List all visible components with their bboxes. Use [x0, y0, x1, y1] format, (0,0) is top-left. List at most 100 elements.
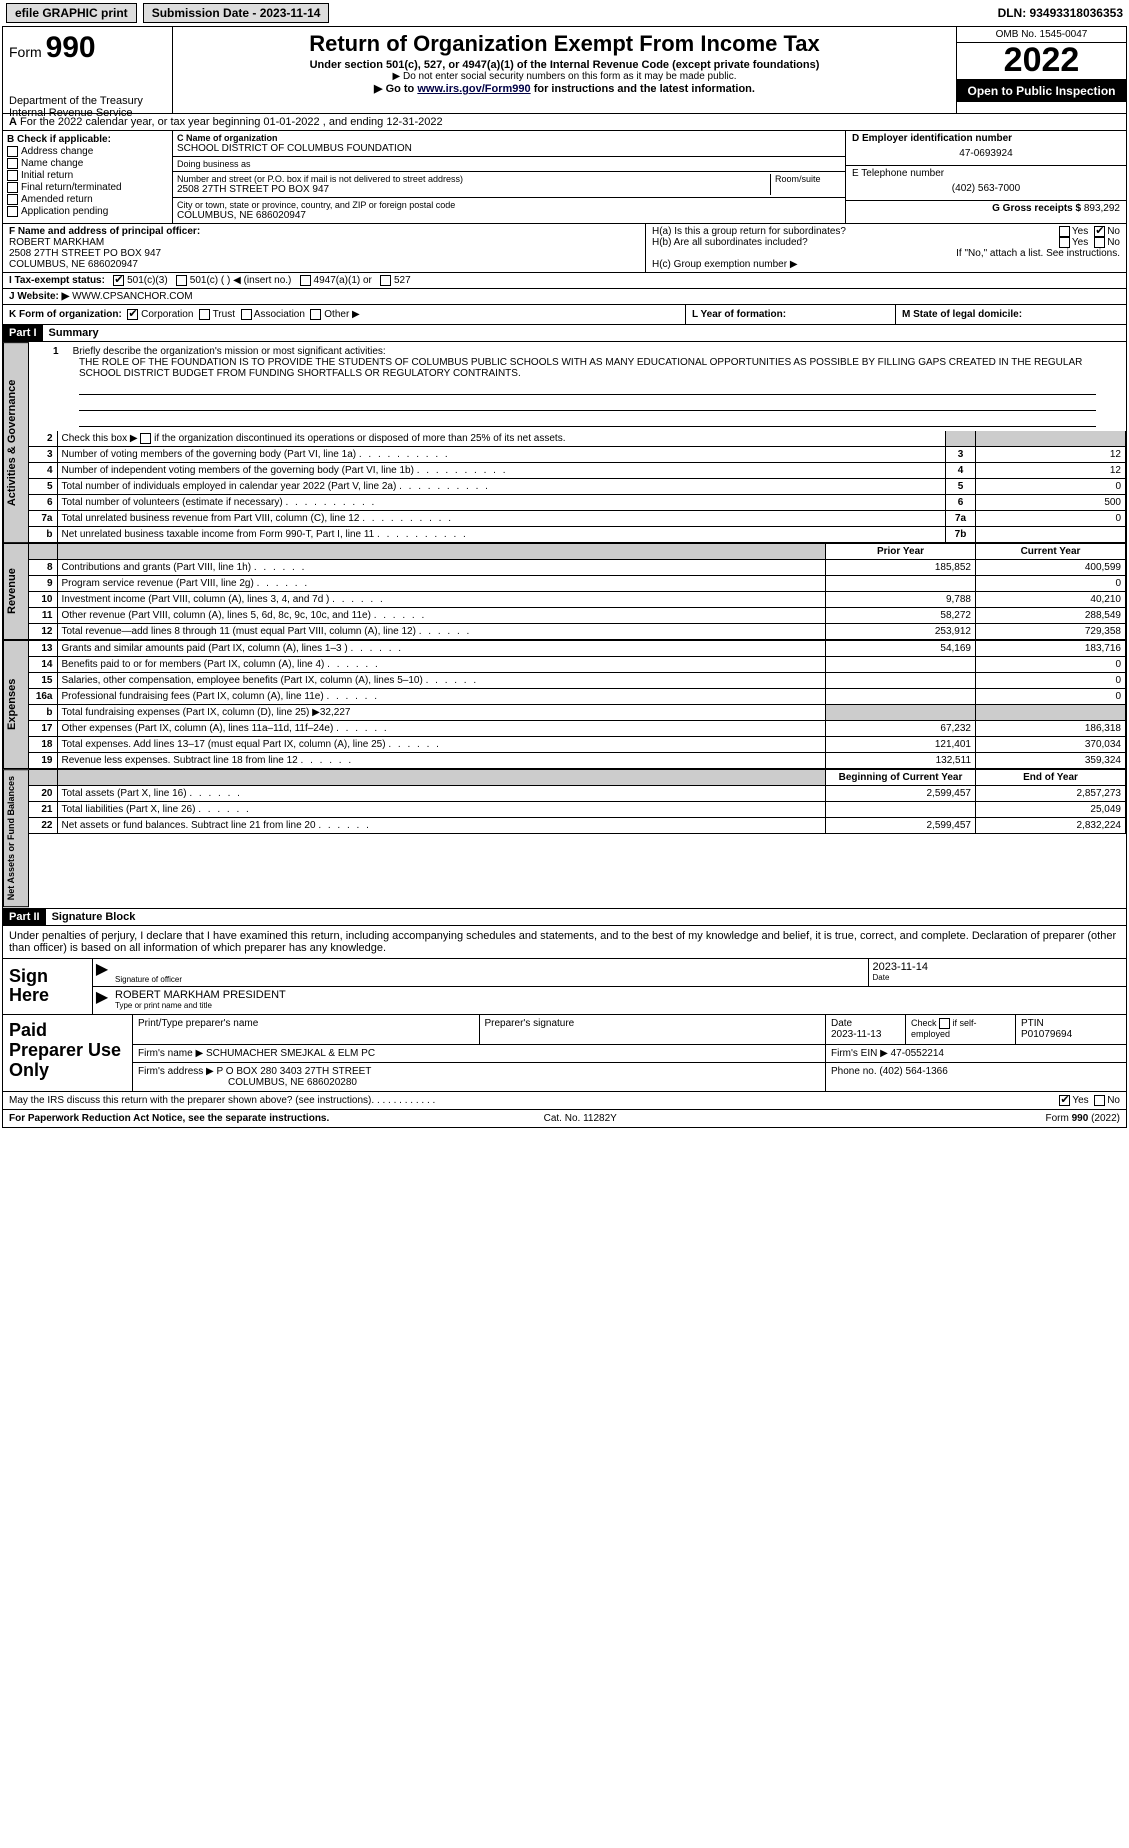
form-header: Form 990 Department of the Treasury Inte…	[3, 27, 1126, 114]
subtitle-2: ▶ Do not enter social security numbers o…	[181, 71, 948, 82]
hb-note: If "No," attach a list. See instructions…	[652, 248, 1120, 259]
applicable-checkbox[interactable]	[7, 194, 18, 205]
assoc-checkbox[interactable]	[241, 309, 252, 320]
self-employed-checkbox[interactable]	[939, 1018, 950, 1029]
corp-checkbox[interactable]	[127, 309, 138, 320]
ha-yes: Yes	[1072, 226, 1088, 237]
firm-addr1: P O BOX 280 3403 27TH STREET	[217, 1066, 372, 1077]
sign-here-label: Sign Here	[3, 959, 93, 1015]
pp-name-label: Print/Type preparer's name	[138, 1018, 474, 1029]
table-row: 8Contributions and grants (Part VIII, li…	[29, 560, 1126, 576]
table-row: 22Net assets or fund balances. Subtract …	[29, 818, 1126, 834]
form-org-label: K Form of organization:	[9, 309, 122, 320]
table-row: 13Grants and similar amounts paid (Part …	[29, 641, 1126, 657]
may-irs-no-checkbox[interactable]	[1094, 1095, 1105, 1106]
footer-cat: Cat. No. 11282Y	[544, 1113, 617, 1124]
may-irs-yes: Yes	[1072, 1095, 1088, 1106]
501c3-checkbox[interactable]	[113, 275, 124, 286]
pp-self-employed: Check if self-employed	[911, 1018, 977, 1039]
expenses-section: Expenses 13Grants and similar amounts pa…	[3, 640, 1126, 769]
hb-yes-checkbox[interactable]	[1059, 237, 1070, 248]
sig-arrow-1: ▶	[93, 959, 111, 986]
applicable-checkbox[interactable]	[7, 146, 18, 157]
checkbox-label: Initial return	[21, 170, 73, 181]
street-address: 2508 27TH STREET PO BOX 947	[177, 184, 766, 195]
checkbox-item: Initial return	[7, 170, 168, 181]
website-value: WWW.CPSANCHOR.COM	[72, 291, 193, 302]
checkbox-label: Application pending	[21, 206, 108, 217]
firm-phone: (402) 564-1366	[879, 1066, 947, 1077]
hdr-end-year: End of Year	[976, 770, 1126, 786]
table-row: 16aProfessional fundraising fees (Part I…	[29, 689, 1126, 705]
part1-title: Summary	[43, 325, 105, 341]
ha-no-checkbox[interactable]	[1094, 226, 1105, 237]
hc-label: H(c) Group exemption number ▶	[652, 259, 1120, 270]
part2-title: Signature Block	[46, 909, 142, 925]
table-row: 9Program service revenue (Part VIII, lin…	[29, 576, 1126, 592]
q2-checkbox[interactable]	[140, 433, 151, 444]
city-label: City or town, state or province, country…	[177, 200, 841, 210]
table-row: 20Total assets (Part X, line 16) . . . .…	[29, 786, 1126, 802]
applicable-checkbox[interactable]	[7, 170, 18, 181]
netassets-section: Net Assets or Fund Balances Beginning of…	[3, 769, 1126, 908]
q2-text: Check this box ▶ if the organization dis…	[62, 433, 566, 444]
trust-checkbox[interactable]	[199, 309, 210, 320]
c-label: C Name of organization	[177, 133, 278, 143]
opt-4947: 4947(a)(1) or	[314, 275, 372, 286]
opt-527: 527	[394, 275, 411, 286]
checkbox-item: Amended return	[7, 194, 168, 205]
city-state-zip: COLUMBUS, NE 686020947	[177, 210, 841, 221]
room-label: Room/suite	[775, 174, 841, 184]
firm-addr2: COLUMBUS, NE 686020280	[228, 1077, 357, 1088]
may-irs-yes-checkbox[interactable]	[1059, 1095, 1070, 1106]
table-row: 10Investment income (Part VIII, column (…	[29, 592, 1126, 608]
may-irs-text: May the IRS discuss this return with the…	[9, 1095, 371, 1106]
irs-link[interactable]: www.irs.gov/Form990	[417, 83, 530, 95]
501c-checkbox[interactable]	[176, 275, 187, 286]
sign-here-block: Sign Here ▶ Signature of officer 2023-11…	[3, 958, 1126, 1015]
pp-date: 2023-11-13	[831, 1029, 900, 1040]
firm-name: SCHUMACHER SMEJKAL & ELM PC	[206, 1048, 375, 1059]
applicable-checkbox[interactable]	[7, 206, 18, 217]
phone-label: E Telephone number	[852, 168, 1120, 179]
footer-row: For Paperwork Reduction Act Notice, see …	[3, 1109, 1126, 1127]
goto-pre: ▶ Go to	[374, 83, 417, 95]
table-row: 21Total liabilities (Part X, line 26) . …	[29, 802, 1126, 818]
sig-officer-label: Signature of officer	[115, 975, 864, 984]
opt-assoc: Association	[254, 309, 305, 320]
addr-label: Number and street (or P.O. box if mail i…	[177, 174, 766, 184]
footer-right: Form 990 (2022)	[1046, 1113, 1120, 1124]
officer-printed-label: Type or print name and title	[115, 1001, 1122, 1010]
applicable-checkbox[interactable]	[7, 158, 18, 169]
officer-addr2: COLUMBUS, NE 686020947	[9, 259, 138, 270]
q1-num: 1	[53, 346, 59, 357]
checkbox-label: Amended return	[21, 194, 93, 205]
block-bcde: B Check if applicable: Address changeNam…	[3, 131, 1126, 224]
hb-label: H(b) Are all subordinates included?	[652, 237, 1059, 248]
527-checkbox[interactable]	[380, 275, 391, 286]
netassets-table: Beginning of Current Year End of Year 20…	[29, 769, 1126, 834]
opt-other: Other ▶	[324, 309, 359, 320]
col-b-header: B Check if applicable:	[7, 134, 168, 145]
website-label: J Website: ▶	[9, 291, 69, 302]
checkbox-item: Name change	[7, 158, 168, 169]
applicable-checkbox[interactable]	[7, 182, 18, 193]
part2-header-row: Part II Signature Block	[3, 909, 1126, 926]
firm-ein: 47-0552214	[891, 1048, 944, 1059]
table-row: 14Benefits paid to or for members (Part …	[29, 657, 1126, 673]
row-fh: F Name and address of principal officer:…	[3, 224, 1126, 273]
other-checkbox[interactable]	[310, 309, 321, 320]
hdr-beginning-year: Beginning of Current Year	[826, 770, 976, 786]
row-klm: K Form of organization: Corporation Trus…	[3, 305, 1126, 325]
sig-arrow-2: ▶	[93, 987, 111, 1012]
form-number: 990	[46, 31, 96, 64]
table-row: 19Revenue less expenses. Subtract line 1…	[29, 753, 1126, 769]
vtab-activities-governance: Activities & Governance	[3, 342, 29, 543]
ha-yes-checkbox[interactable]	[1059, 226, 1070, 237]
mission-block: 1Briefly describe the organization's mis…	[29, 342, 1126, 431]
opt-501c3: 501(c)(3)	[127, 275, 168, 286]
line-16b-desc: Total fundraising expenses (Part IX, col…	[57, 705, 826, 721]
4947-checkbox[interactable]	[300, 275, 311, 286]
hb-no-checkbox[interactable]	[1094, 237, 1105, 248]
paid-preparer-label: Paid Preparer Use Only	[3, 1015, 133, 1091]
